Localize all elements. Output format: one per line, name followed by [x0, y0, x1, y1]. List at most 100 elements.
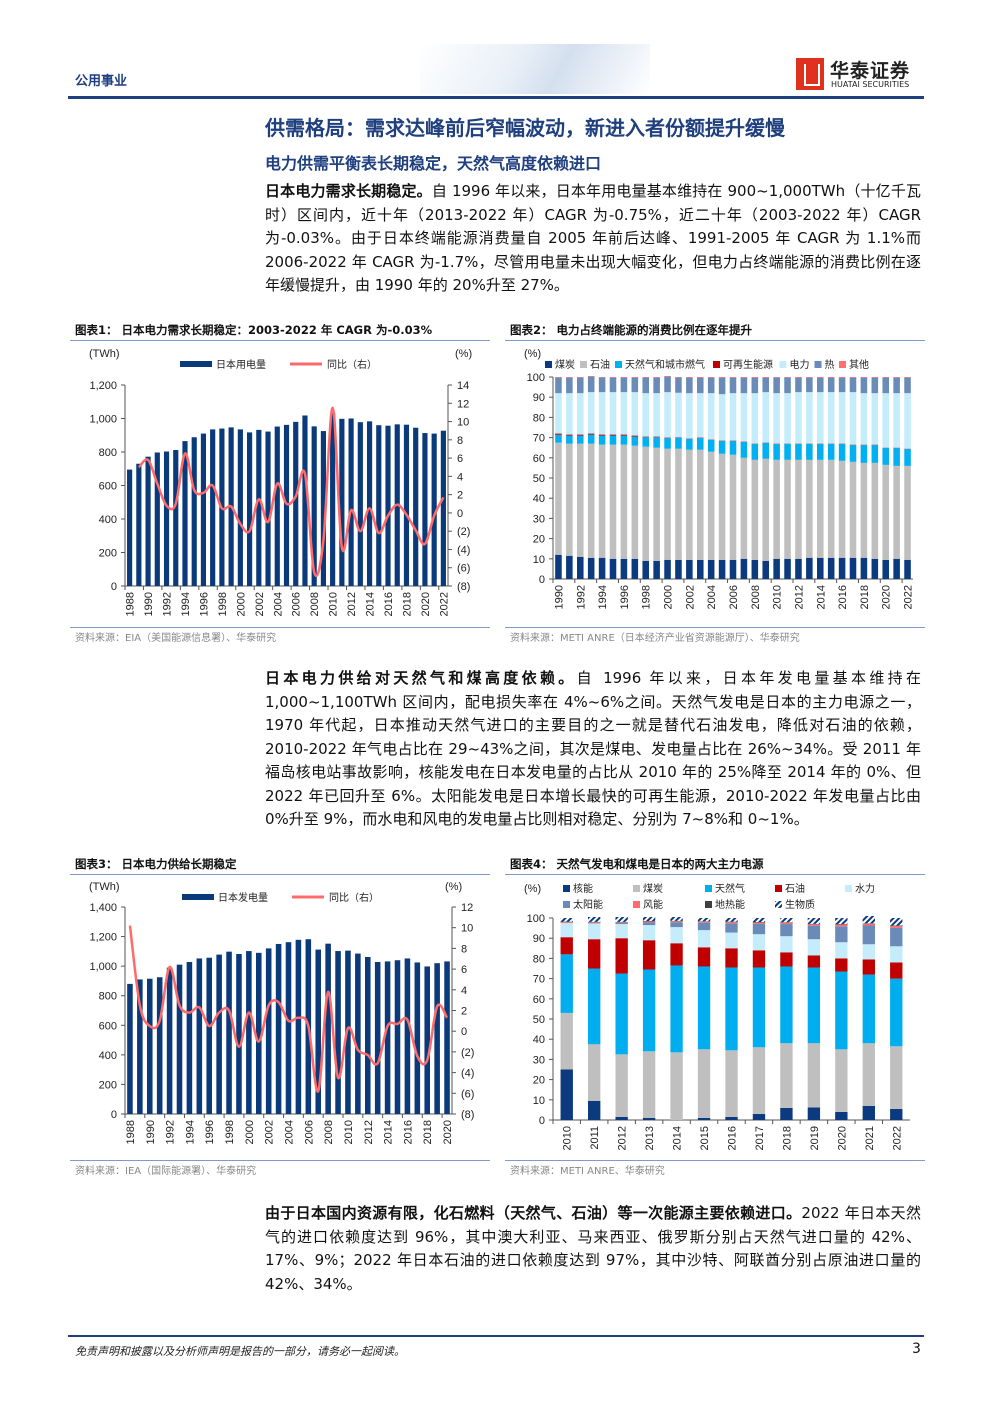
bar-2017	[414, 962, 421, 1114]
segment-水力-2013	[642, 925, 656, 941]
bar-2020	[444, 961, 450, 1114]
segment-煤炭-2012	[615, 1054, 628, 1117]
paragraph-body: 自 1996 年以来，日本年发电量基本维持在 1,000~1,100TWh 区间…	[265, 669, 921, 828]
segment-煤炭-2002	[686, 559, 693, 579]
segment-石油-2016	[725, 948, 738, 968]
segment-电力-1997	[631, 392, 639, 436]
x-tick-label: 2000	[663, 585, 675, 609]
x-tick-label: 2014	[815, 585, 827, 609]
legend-label: 天然气	[715, 882, 745, 895]
segment-煤炭-1993	[587, 557, 595, 579]
bar-1989	[137, 979, 143, 1114]
y-tick-label: 1,200	[89, 932, 117, 944]
legend-swatch-bar	[180, 361, 212, 367]
paragraph-body: 自 1996 年以来，日本年用电量基本维持在 900~1,000TWh（十亿千瓦…	[265, 182, 921, 294]
y2-tick-label: 10	[457, 417, 469, 429]
legend-label: 水力	[855, 882, 875, 895]
x-tick-label: 1998	[224, 1120, 236, 1144]
segment-热-2010	[773, 377, 780, 394]
segment-热-2005	[718, 377, 726, 395]
bar-1995	[196, 958, 203, 1114]
x-tick-label: 2018	[859, 585, 871, 609]
bar-2009	[320, 431, 326, 586]
segment-其他-2009	[762, 377, 769, 378]
segment-天然气和城市燃气-2001	[675, 437, 682, 449]
segment-石油-1994	[598, 444, 606, 558]
segment-石油-2019	[871, 462, 879, 559]
legend-swatch	[563, 901, 570, 908]
segment-可再生能源-1998	[642, 436, 649, 438]
figure-4-title: 图表4： 天然气发电和煤电是日本的两大主力电源	[510, 856, 764, 872]
bar-2007	[302, 415, 308, 586]
segment-热-2004	[707, 377, 715, 394]
x-tick-label: 2004	[272, 592, 284, 616]
segment-石油-2003	[697, 449, 704, 560]
y-tick-label: 30	[533, 1054, 545, 1066]
segment-太阳能-2012	[615, 923, 628, 925]
y-tick-label: 10	[533, 1095, 545, 1107]
x-tick-label: 2019	[809, 1126, 821, 1150]
legend-label-line: 同比（右）	[329, 891, 379, 904]
segment-石油-2014	[670, 943, 683, 966]
segment-热-1998	[642, 377, 649, 394]
bar-1992	[163, 451, 170, 586]
x-tick-label: 2002	[684, 585, 696, 609]
legend-label: 可再生能源	[723, 358, 773, 371]
bar-1988	[127, 469, 133, 586]
x-tick-label: 2021	[864, 1126, 876, 1150]
segment-其他-2010	[773, 377, 780, 378]
segment-热-1993	[587, 376, 595, 393]
segment-电力-2021	[893, 393, 900, 448]
bar-1998	[226, 951, 232, 1114]
figure-label: 图表3：	[75, 857, 118, 871]
segment-其他-1990	[555, 377, 562, 378]
segment-石油-1998	[642, 446, 649, 561]
y-tick-label: 1,000	[89, 414, 117, 426]
x-tick-label: 1992	[575, 585, 587, 609]
paragraph-lead: 日本电力需求长期稳定。	[265, 182, 432, 200]
segment-其他-2022	[904, 377, 911, 378]
segment-电力-1995	[609, 392, 617, 435]
bar-2011	[339, 418, 345, 586]
figure-3-title: 图表3： 日本电力供给长期稳定	[75, 856, 237, 872]
segment-石油-2013	[806, 459, 813, 558]
segment-煤炭-1996	[620, 558, 628, 579]
figure-3-source: 资料来源：IEA（国际能源署）、华泰研究	[75, 1166, 257, 1177]
segment-电力-2010	[773, 393, 780, 444]
segment-石油-2018	[780, 952, 793, 967]
segment-煤炭-2017	[752, 1047, 766, 1114]
x-tick-label: 2020	[420, 592, 432, 616]
figure-label: 图表1：	[75, 323, 118, 337]
figure-2-source-rule	[505, 627, 925, 628]
segment-风能-2010	[560, 922, 573, 923]
left-axis-unit: (TWh)	[89, 348, 120, 360]
segment-电力-1991	[566, 393, 573, 435]
segment-石油-2014	[817, 459, 824, 558]
x-tick-label: 2016	[837, 585, 849, 609]
segment-电力-2005	[718, 394, 726, 441]
bar-2002	[265, 948, 272, 1114]
segment-可再生能源-1994	[598, 434, 606, 436]
segment-天然气和城市燃气-2015	[827, 444, 835, 460]
segment-生物质-2017	[752, 918, 766, 923]
legend-swatch	[705, 901, 712, 908]
segment-煤炭-2001	[675, 559, 682, 579]
segment-石油-2005	[718, 453, 726, 560]
figure-3-title-rule	[70, 874, 490, 875]
x-tick-label: 1996	[619, 585, 631, 609]
segment-石油-2009	[762, 458, 769, 561]
y-tick-label: 10	[533, 554, 545, 566]
segment-煤炭-1998	[642, 560, 649, 579]
segment-可再生能源-1990	[555, 433, 562, 435]
bar-2018	[403, 424, 410, 586]
figure-title-text: 日本电力需求长期稳定：2003-2022 年 CAGR 为-0.03%	[121, 323, 433, 337]
segment-其他-1998	[642, 377, 649, 378]
figure-label: 图表4：	[510, 857, 553, 871]
segment-水力-2011	[588, 923, 601, 940]
segment-天然气和城市燃气-2017	[849, 445, 857, 462]
legend-label: 风能	[643, 898, 663, 911]
bar-1988	[127, 983, 133, 1114]
x-tick-label: 2000	[244, 1120, 256, 1144]
segment-电力-1999	[653, 393, 660, 437]
segment-热-2021	[893, 377, 900, 394]
